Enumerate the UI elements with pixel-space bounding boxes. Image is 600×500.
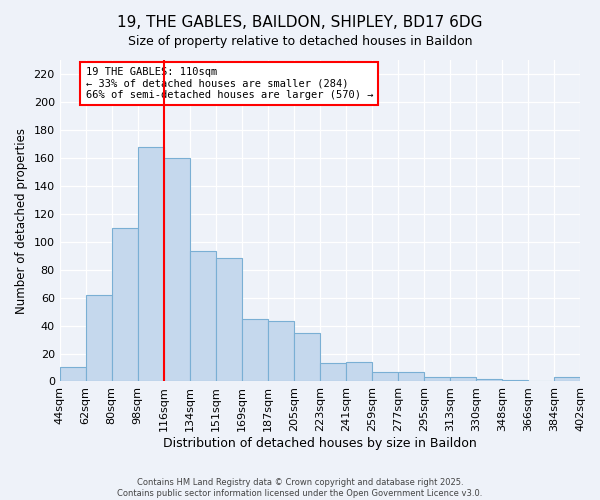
Y-axis label: Number of detached properties: Number of detached properties — [15, 128, 28, 314]
Bar — [294, 332, 320, 382]
Bar — [138, 146, 164, 382]
Bar — [268, 322, 294, 382]
Text: 19 THE GABLES: 110sqm
← 33% of detached houses are smaller (284)
66% of semi-det: 19 THE GABLES: 110sqm ← 33% of detached … — [86, 67, 373, 100]
Bar — [502, 380, 528, 382]
Bar — [320, 364, 346, 382]
Bar — [164, 158, 190, 382]
Bar — [346, 362, 372, 382]
Text: Size of property relative to detached houses in Baildon: Size of property relative to detached ho… — [128, 35, 472, 48]
Bar — [424, 378, 450, 382]
Bar — [476, 378, 502, 382]
Bar — [190, 252, 216, 382]
Bar — [59, 368, 86, 382]
Bar — [86, 295, 112, 382]
Bar — [450, 378, 476, 382]
X-axis label: Distribution of detached houses by size in Baildon: Distribution of detached houses by size … — [163, 437, 477, 450]
Text: 19, THE GABLES, BAILDON, SHIPLEY, BD17 6DG: 19, THE GABLES, BAILDON, SHIPLEY, BD17 6… — [117, 15, 483, 30]
Bar — [372, 372, 398, 382]
Text: Contains HM Land Registry data © Crown copyright and database right 2025.
Contai: Contains HM Land Registry data © Crown c… — [118, 478, 482, 498]
Bar — [242, 318, 268, 382]
Bar — [398, 372, 424, 382]
Bar — [112, 228, 138, 382]
Bar — [216, 258, 242, 382]
Bar — [554, 378, 580, 382]
